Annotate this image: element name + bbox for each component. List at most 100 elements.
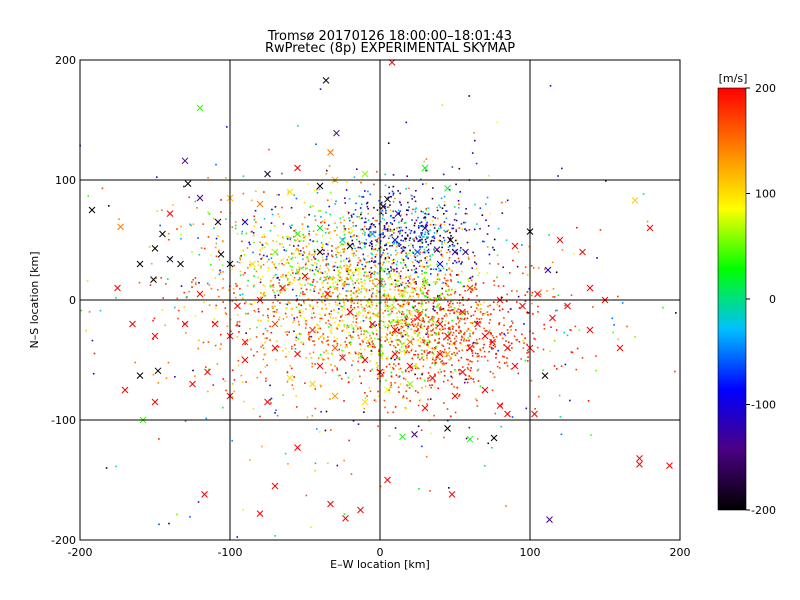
data-point-dot	[365, 342, 368, 345]
data-point-dot	[469, 369, 472, 372]
data-point-dot	[225, 313, 228, 315]
data-point-dot	[245, 232, 248, 235]
data-point-dot	[400, 327, 402, 330]
data-point-dot	[434, 363, 436, 366]
data-point-dot	[453, 386, 455, 388]
data-point-dot	[348, 228, 350, 230]
data-point-dot	[389, 288, 391, 291]
data-point-dot	[263, 191, 265, 193]
data-point-dot	[164, 324, 166, 327]
data-point-dot	[415, 271, 417, 273]
data-point-dot	[327, 462, 329, 465]
data-point-dot	[487, 225, 490, 227]
data-point-dot	[341, 354, 344, 356]
data-point-dot	[334, 365, 336, 367]
data-point-dot	[263, 246, 266, 249]
data-point-dot	[425, 169, 427, 172]
data-point-dot	[393, 297, 396, 300]
data-point-dot	[470, 377, 472, 380]
data-point-dot	[286, 238, 289, 240]
data-point-dot	[285, 274, 287, 277]
data-point-dot	[353, 302, 355, 305]
data-point-dot	[380, 320, 383, 323]
data-point-dot	[426, 352, 429, 355]
data-point-dot	[369, 390, 372, 393]
data-point-dot	[377, 237, 380, 239]
data-point-dot	[489, 370, 492, 373]
data-point-dot	[394, 307, 397, 310]
data-point-dot	[397, 303, 399, 306]
data-point-dot	[274, 348, 276, 351]
data-point-dot	[421, 270, 423, 272]
data-point-dot	[278, 316, 281, 319]
data-point-dot	[404, 316, 407, 319]
data-point-dot	[440, 361, 442, 363]
data-point-dot	[167, 361, 170, 364]
data-point-dot	[376, 219, 378, 222]
data-point-x-marker	[181, 157, 189, 165]
data-point-dot	[496, 276, 498, 279]
data-point-dot	[478, 337, 481, 340]
data-point-dot	[505, 505, 507, 507]
data-point-dot	[425, 455, 428, 458]
data-point-dot	[406, 291, 409, 294]
data-point-dot	[496, 303, 499, 306]
data-point-dot	[501, 212, 504, 215]
data-point-dot	[393, 363, 395, 365]
data-point-dot	[286, 371, 289, 374]
data-point-dot	[364, 232, 366, 234]
data-point-dot	[352, 271, 355, 274]
data-point-dot	[382, 278, 385, 281]
data-point-dot	[498, 309, 501, 312]
data-point-x-marker	[631, 197, 639, 204]
data-point-dot	[360, 228, 362, 231]
data-point-dot	[464, 212, 467, 215]
data-point-dot	[345, 257, 348, 260]
data-point-dot	[397, 190, 399, 192]
data-point-dot	[361, 196, 363, 198]
data-point-dot	[331, 245, 333, 247]
data-point-dot	[284, 303, 287, 305]
data-point-dot	[270, 222, 273, 224]
data-point-dot	[328, 323, 331, 325]
data-point-dot	[234, 221, 237, 223]
data-point-dot	[414, 210, 417, 213]
data-point-dot	[388, 389, 390, 392]
data-point-dot	[447, 300, 449, 303]
data-point-dot	[463, 285, 465, 288]
data-point-dot	[450, 300, 452, 303]
data-point-dot	[325, 169, 328, 172]
data-point-dot	[437, 317, 440, 320]
data-point-dot	[364, 296, 366, 298]
data-point-dot	[401, 250, 404, 253]
data-point-dot	[425, 241, 428, 243]
data-point-dot	[350, 227, 353, 229]
data-point-dot	[311, 362, 314, 365]
data-point-dot	[423, 325, 426, 328]
data-point-dot	[231, 439, 234, 442]
data-point-dot	[437, 333, 440, 336]
data-point-dot	[293, 230, 295, 232]
data-point-dot	[443, 224, 446, 226]
data-point-dot	[384, 335, 387, 338]
data-point-dot	[335, 286, 337, 289]
data-point-dot	[431, 362, 434, 364]
data-point-dot	[408, 387, 411, 389]
data-point-dot	[383, 224, 386, 227]
data-point-dot	[431, 334, 433, 336]
data-point-dot	[269, 285, 272, 288]
data-point-dot	[269, 384, 271, 387]
data-point-dot	[424, 259, 427, 261]
data-point-dot	[374, 278, 376, 280]
data-point-dot	[354, 209, 357, 211]
data-point-dot	[343, 225, 346, 228]
data-point-dot	[446, 230, 448, 233]
data-point-dot	[307, 297, 310, 300]
data-point-dot	[215, 255, 218, 258]
data-point-dot	[337, 323, 340, 326]
data-point-dot	[305, 267, 307, 270]
data-point-dot	[214, 246, 217, 249]
data-point-dot	[576, 226, 578, 229]
data-point-dot	[398, 340, 401, 342]
data-point-dot	[415, 207, 418, 209]
